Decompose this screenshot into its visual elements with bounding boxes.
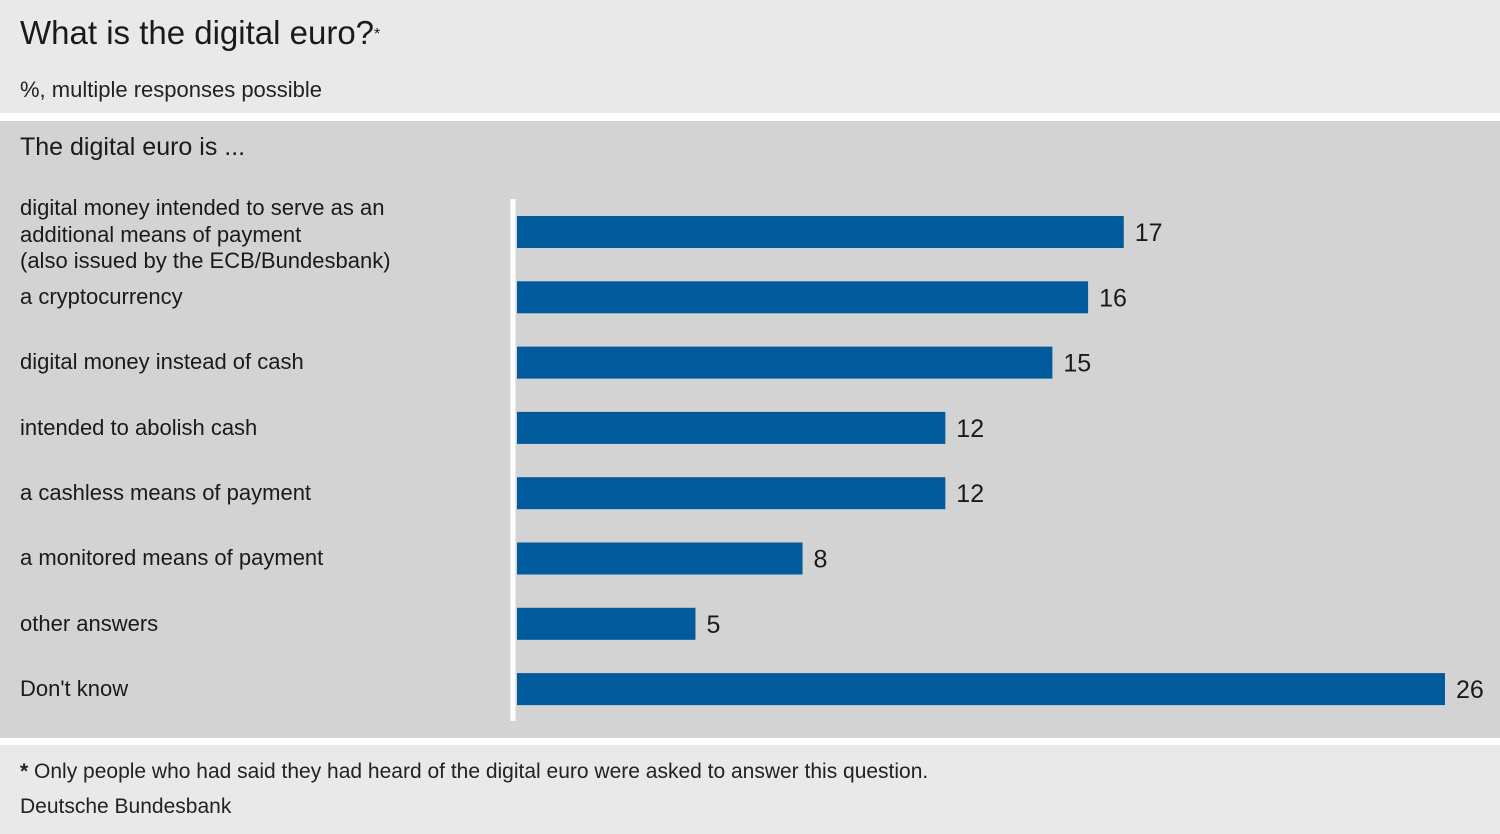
data-label: 17 [1135,219,1163,247]
category-label: intended to abolish cash [20,414,258,440]
bar [517,477,946,510]
category-label: Don't know [20,675,129,701]
bar-chart: 17 16 15 12 12 8 5 26 [510,199,1484,721]
bar [517,216,1124,248]
footnote: * Only people who had said they had hear… [20,759,928,785]
data-label: 15 [1063,350,1091,378]
bar [517,281,1089,314]
bar [517,607,696,640]
data-label: 16 [1099,284,1127,312]
chart-panel: The digital euro is ... digital money in… [0,121,1500,738]
category-label: other answers [20,610,159,636]
category-label: a cashless means of payment [20,479,312,505]
chart-subtitle: %, multiple responses possible [20,77,323,102]
chart-footer: * Only people who had said they had hear… [0,745,1500,834]
data-label: 26 [1456,676,1484,704]
data-label: 5 [706,611,720,639]
chart-header: What is the digital euro?* %, multiple r… [0,0,1500,113]
chart-title-text: What is the digital euro? [20,14,375,51]
source-note: Deutsche Bundesbank [20,795,232,818]
data-label: 12 [956,415,984,443]
footnote-mark: * [20,760,29,783]
category-label: digital money instead of cash [20,349,304,375]
data-label: 8 [814,546,828,574]
data-label: 12 [956,480,984,508]
bar [517,411,946,444]
category-label: a cryptocurrency [20,284,183,310]
title-footnote-mark: * [374,26,381,43]
bar [517,673,1445,706]
category-label: a monitored means of payment [20,545,324,571]
footnote-text: Only people who had said they had heard … [28,760,929,783]
chart-title: What is the digital euro?* [20,12,380,54]
bar [517,542,803,575]
bar [517,346,1053,379]
panel-heading: The digital euro is ... [20,133,246,161]
category-label: digital money intended to serve as an ad… [20,195,391,273]
